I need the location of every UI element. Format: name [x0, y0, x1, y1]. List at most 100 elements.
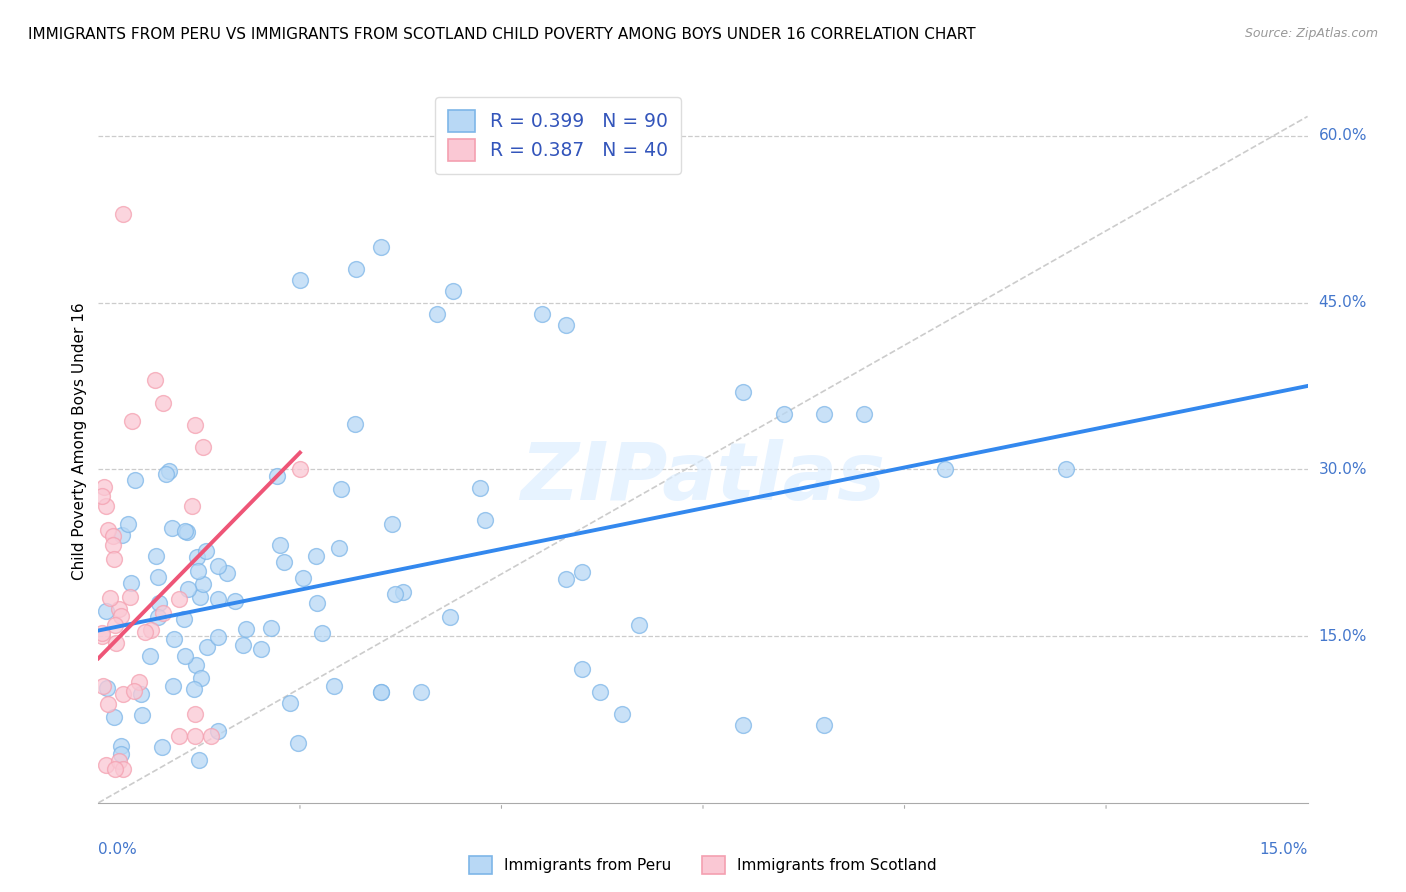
Point [370, 684, 392, 698]
Point [183, 681, 205, 696]
Legend: R = 0.399   N = 90, R = 0.387   N = 40: R = 0.399 N = 90, R = 0.387 N = 40 [434, 97, 681, 174]
Text: 15.0%: 15.0% [1319, 629, 1367, 643]
Point [112, 687, 135, 701]
Point [305, 549, 328, 564]
Point [173, 524, 195, 539]
Point [232, 639, 254, 653]
Point [555, 572, 578, 586]
Point [103, 552, 125, 566]
Point [129, 687, 152, 701]
Text: Source: ZipAtlas.com: Source: ZipAtlas.com [1244, 27, 1378, 40]
Point [121, 414, 143, 428]
Point [104, 763, 127, 777]
Point [93, 679, 115, 693]
Point [1054, 462, 1077, 476]
Point [112, 763, 135, 777]
Text: 30.0%: 30.0% [1319, 462, 1367, 477]
Point [344, 262, 367, 277]
Point [207, 630, 229, 644]
Point [207, 724, 229, 739]
Point [409, 684, 432, 698]
Point [426, 307, 449, 321]
Point [134, 624, 156, 639]
Point [470, 481, 492, 495]
Point [184, 706, 207, 721]
Point [141, 623, 163, 637]
Point [328, 541, 350, 555]
Point [589, 685, 612, 699]
Point [91, 626, 114, 640]
Point [103, 528, 125, 542]
Point [235, 622, 257, 636]
Point [110, 609, 132, 624]
Point [103, 710, 125, 724]
Point [110, 739, 132, 753]
Point [733, 718, 755, 732]
Point [150, 740, 173, 755]
Point [813, 407, 835, 421]
Point [96, 604, 118, 618]
Point [194, 543, 217, 558]
Point [145, 549, 167, 563]
Point [94, 500, 117, 514]
Point [160, 521, 183, 535]
Point [200, 729, 222, 743]
Point [118, 590, 141, 604]
Point [148, 596, 170, 610]
Point [391, 584, 413, 599]
Point [167, 591, 190, 606]
Point [184, 657, 207, 672]
Point [146, 570, 169, 584]
Point [193, 440, 215, 454]
Point [176, 525, 198, 540]
Point [381, 516, 404, 531]
Point [439, 610, 461, 624]
Point [143, 373, 166, 387]
Point [280, 696, 302, 710]
Point [266, 468, 288, 483]
Text: ZIPatlas: ZIPatlas [520, 439, 886, 516]
Point [173, 612, 195, 626]
Point [224, 594, 246, 608]
Point [273, 555, 295, 569]
Point [94, 758, 117, 772]
Point [934, 462, 956, 476]
Point [260, 621, 283, 635]
Point [97, 523, 120, 537]
Point [124, 473, 146, 487]
Point [287, 736, 309, 750]
Point [571, 662, 593, 676]
Point [733, 384, 755, 399]
Point [162, 679, 184, 693]
Point [288, 461, 311, 475]
Point [384, 587, 406, 601]
Text: 0.0%: 0.0% [98, 842, 138, 856]
Point [530, 307, 553, 321]
Point [288, 273, 311, 287]
Text: 60.0%: 60.0% [1319, 128, 1367, 144]
Point [188, 590, 211, 604]
Point [305, 595, 328, 609]
Point [323, 679, 346, 693]
Point [104, 636, 127, 650]
Point [120, 576, 142, 591]
Point [343, 417, 366, 431]
Point [110, 747, 132, 761]
Legend: Immigrants from Peru, Immigrants from Scotland: Immigrants from Peru, Immigrants from Sc… [463, 850, 943, 880]
Point [772, 407, 794, 421]
Point [370, 240, 392, 254]
Point [269, 538, 291, 552]
Point [173, 649, 195, 664]
Point [131, 708, 153, 723]
Text: IMMIGRANTS FROM PERU VS IMMIGRANTS FROM SCOTLAND CHILD POVERTY AMONG BOYS UNDER : IMMIGRANTS FROM PERU VS IMMIGRANTS FROM … [28, 27, 976, 42]
Point [441, 285, 464, 299]
Point [177, 582, 200, 596]
Point [191, 577, 214, 591]
Point [187, 753, 209, 767]
Point [190, 671, 212, 685]
Y-axis label: Child Poverty Among Boys Under 16: Child Poverty Among Boys Under 16 [72, 302, 87, 581]
Point [162, 632, 184, 647]
Point [96, 681, 118, 695]
Point [152, 606, 174, 620]
Point [146, 610, 169, 624]
